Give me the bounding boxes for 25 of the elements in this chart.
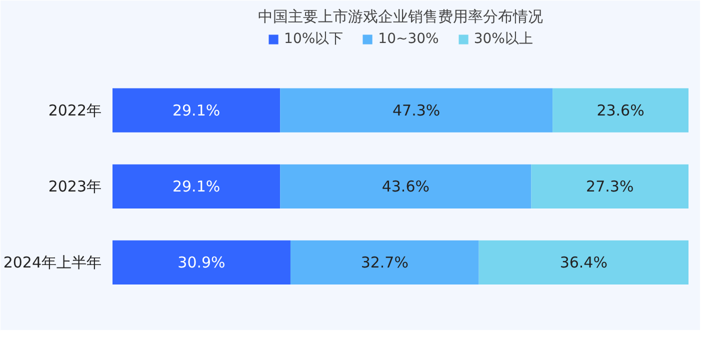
data-label: 23.6% — [596, 101, 644, 120]
data-label: 36.4% — [560, 253, 608, 272]
bar — [552, 88, 688, 132]
y-tick-label: 2022年 — [48, 101, 102, 120]
data-label: 43.6% — [382, 177, 430, 196]
bar — [280, 88, 553, 132]
data-label: 27.3% — [586, 177, 634, 196]
legend-label: 10%以下 — [284, 30, 344, 48]
legend-label: 30%以上 — [474, 30, 533, 48]
bar — [112, 88, 280, 132]
y-tick-label: 2024年上半年 — [3, 253, 102, 272]
legend-label: 10~30% — [378, 31, 439, 47]
bar — [531, 164, 688, 208]
data-label: 29.1% — [172, 101, 220, 120]
bar — [478, 240, 688, 285]
data-label: 32.7% — [360, 253, 408, 272]
y-tick-label: 2023年 — [48, 177, 102, 196]
chart-title: 中国主要上市游戏企业销售费用率分布情况 — [258, 8, 543, 26]
data-label: 47.3% — [392, 101, 440, 120]
data-label: 30.9% — [178, 253, 226, 272]
bar — [112, 240, 290, 285]
bar — [280, 164, 532, 208]
bar — [112, 164, 280, 208]
data-label: 29.1% — [172, 177, 220, 196]
bar — [290, 240, 479, 285]
